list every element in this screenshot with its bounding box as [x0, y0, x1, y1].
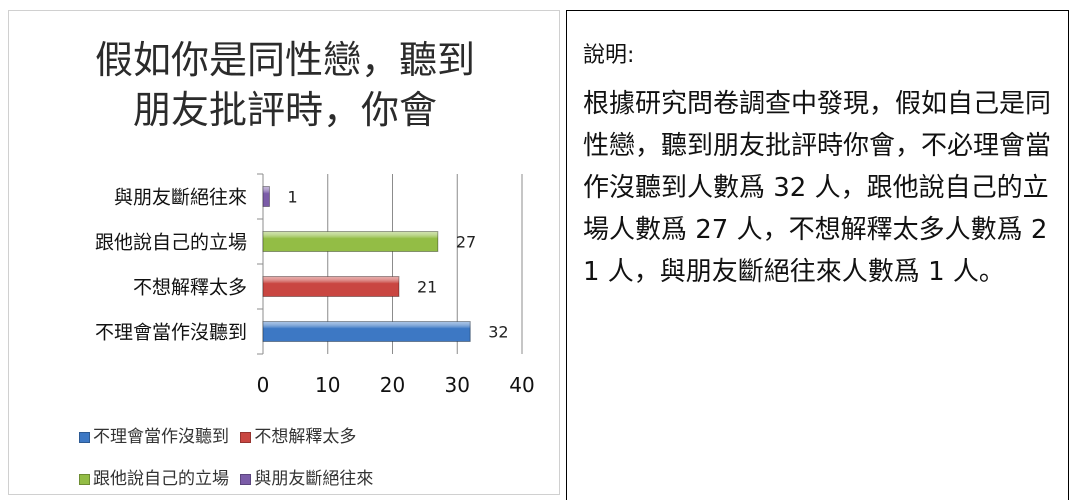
- x-tick-label: 20: [380, 373, 405, 397]
- legend-label: 不理會當作沒聽到: [93, 427, 229, 447]
- legend-item-state-position: 跟他說自己的立場: [79, 458, 229, 500]
- chart-panel: 假如你是同性戀，聽到 朋友批評時，你會 0 10 20 30 40 不理會當作沒聽到 32 不…: [8, 10, 560, 495]
- chart-title: 假如你是同性戀，聽到 朋友批評時，你會: [94, 38, 475, 132]
- chart-legend: 不理會當作沒聽到 不想解釋太多 跟他說自己的立場 與朋友斷絕往來: [79, 416, 519, 500]
- bar-highlight: [262, 186, 270, 207]
- bar-chart: 0 10 20 30 40 不理會當作沒聽到 32 不想解釋太多 21 跟他說自己的立場 27 與朋友…: [95, 173, 535, 397]
- x-tick-label: 40: [509, 373, 534, 397]
- legend-item-ignore: 不理會當作沒聽到: [79, 416, 229, 458]
- data-label: 27: [456, 233, 476, 252]
- description-text: 根據研究問卷調查中發現，假如自己是同性戀，聽到朋友批評時你會，不必理會當作沒聽到…: [583, 89, 1052, 287]
- description-label: 說明:: [583, 43, 635, 68]
- legend-item-cut-ties: 與朋友斷絕往來: [240, 458, 373, 500]
- category-label: 不想解釋太多: [133, 277, 247, 299]
- x-tick-label: 0: [257, 373, 270, 397]
- legend-swatch: [79, 432, 90, 443]
- legend-row: 跟他說自己的立場 與朋友斷絕往來: [79, 458, 519, 500]
- legend-swatch: [79, 474, 90, 485]
- legend-row: 不理會當作沒聽到 不想解釋太多: [79, 416, 519, 458]
- legend-swatch: [240, 474, 252, 485]
- category-label: 跟他說自己的立場: [95, 232, 247, 254]
- category-label: 不理會當作沒聽到: [95, 322, 247, 344]
- category-label: 與朋友斷絕往來: [114, 187, 247, 209]
- bar-highlight: [262, 231, 439, 252]
- legend-label: 與朋友斷絕往來: [254, 469, 374, 489]
- legend-swatch: [240, 432, 252, 443]
- description-panel: 說明: 根據研究問卷調查中發現，假如自己是同性戀，聽到朋友批評時你會，不必理會當…: [566, 10, 1069, 500]
- data-label: 1: [287, 188, 297, 207]
- legend-label: 跟他說自己的立場: [93, 469, 229, 489]
- x-tick-label: 10: [315, 373, 340, 397]
- legend-item-no-explain: 不想解釋太多: [240, 416, 356, 458]
- legend-label: 不想解釋太多: [254, 427, 357, 447]
- data-label: 21: [417, 278, 437, 297]
- x-tick-label: 30: [445, 373, 470, 397]
- data-label: 32: [488, 323, 508, 342]
- bar-highlight: [262, 276, 400, 297]
- bar-highlight: [262, 321, 471, 342]
